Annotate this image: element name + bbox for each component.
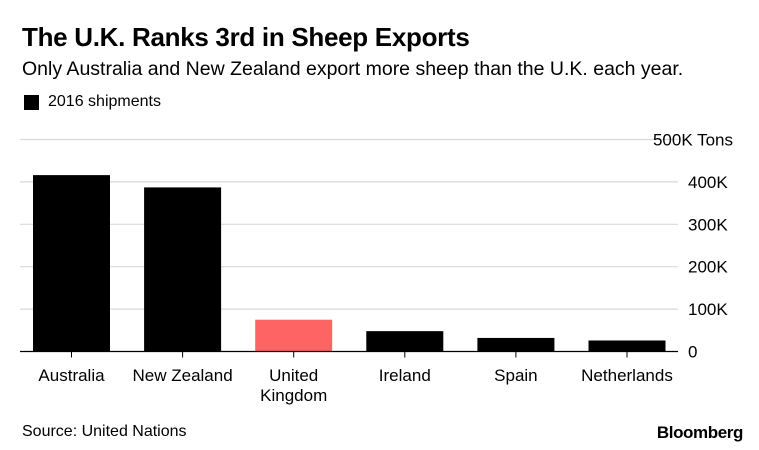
y-tick-label: 300K xyxy=(688,215,728,234)
bar xyxy=(33,175,110,352)
x-tick-label: Ireland xyxy=(379,366,431,385)
y-tick-label: 0 xyxy=(688,343,697,362)
legend: 2016 shipments xyxy=(24,93,161,111)
x-tick-label: Netherlands xyxy=(581,366,673,385)
y-tick-label: 500K Tons xyxy=(653,131,733,150)
chart-subtitle: Only Australia and New Zealand export mo… xyxy=(22,58,684,80)
bloomberg-logo: Bloomberg xyxy=(656,423,744,442)
bar xyxy=(477,337,555,352)
bar xyxy=(588,340,666,352)
source-note: Source: United Nations xyxy=(22,423,187,440)
y-tick-label: 100K xyxy=(688,300,728,319)
chart-title: The U.K. Ranks 3rd in Sheep Exports xyxy=(22,22,470,52)
x-tick-label: New Zealand xyxy=(133,366,233,385)
y-tick-label: 400K xyxy=(688,173,728,192)
y-tick-label: 200K xyxy=(688,258,728,277)
legend-label: 2016 shipments xyxy=(48,93,161,110)
x-tick-label: Australia xyxy=(38,366,105,385)
bar xyxy=(255,319,333,352)
x-tick-label: Kingdom xyxy=(260,386,327,405)
bar xyxy=(366,331,444,352)
x-tick-label: Spain xyxy=(494,366,537,385)
legend-swatch xyxy=(24,94,39,110)
x-tick-label: United xyxy=(269,366,318,385)
bar xyxy=(144,187,222,352)
